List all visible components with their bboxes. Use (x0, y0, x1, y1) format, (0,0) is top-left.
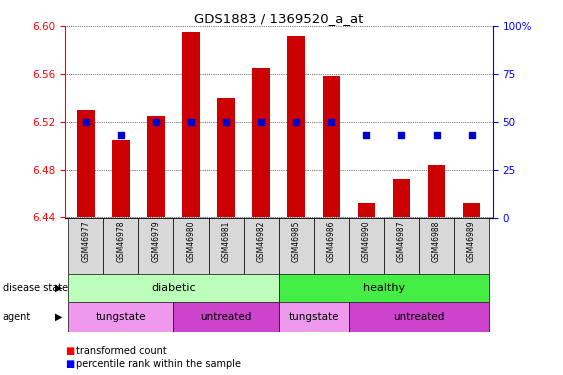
Bar (384, 217, 419, 274)
Text: GSM46985: GSM46985 (292, 220, 301, 262)
Bar (217, 98, 235, 218)
Point (362, 132, 371, 138)
Bar (138, 217, 173, 274)
Text: ■: ■ (65, 346, 74, 355)
Text: GSM46982: GSM46982 (257, 220, 266, 262)
Bar (104, 217, 138, 274)
Point (117, 132, 126, 138)
Bar (244, 217, 279, 274)
Bar (182, 32, 200, 218)
Point (397, 132, 406, 138)
Text: tungstate: tungstate (96, 312, 146, 322)
Point (151, 119, 160, 125)
Bar (173, 217, 208, 274)
Bar (314, 217, 349, 274)
Bar (428, 165, 445, 218)
Text: GSM46990: GSM46990 (362, 220, 371, 262)
Text: GSM46988: GSM46988 (432, 220, 441, 262)
Point (186, 119, 195, 125)
Bar (77, 110, 95, 218)
Point (257, 119, 266, 125)
Bar (68, 302, 173, 332)
Text: diabetic: diabetic (151, 283, 196, 293)
Text: GSM46980: GSM46980 (186, 220, 195, 262)
Point (81, 119, 90, 125)
Bar (147, 116, 165, 218)
Bar (463, 203, 480, 217)
Bar (279, 274, 489, 302)
Text: GSM46986: GSM46986 (327, 220, 336, 262)
Bar (68, 217, 104, 274)
Point (292, 119, 301, 125)
Text: healthy: healthy (363, 283, 405, 293)
Text: GSM46981: GSM46981 (222, 220, 231, 262)
Bar (349, 302, 489, 332)
Text: GSM46978: GSM46978 (117, 220, 126, 262)
Bar (279, 217, 314, 274)
Text: disease state: disease state (3, 283, 68, 293)
Text: tungstate: tungstate (288, 312, 339, 322)
Text: agent: agent (3, 312, 31, 322)
Text: ▶: ▶ (55, 283, 62, 293)
Text: ■: ■ (65, 359, 74, 369)
Bar (392, 179, 410, 218)
Text: untreated: untreated (394, 312, 445, 322)
Bar (208, 217, 244, 274)
Bar (288, 36, 305, 218)
Bar (252, 68, 270, 218)
Text: transformed count: transformed count (76, 346, 167, 355)
Bar (419, 217, 454, 274)
Bar (279, 302, 349, 332)
Bar (68, 274, 279, 302)
Text: GSM46987: GSM46987 (397, 220, 406, 262)
Text: untreated: untreated (200, 312, 252, 322)
Point (467, 132, 476, 138)
Bar (173, 302, 279, 332)
Text: GSM46977: GSM46977 (81, 220, 90, 262)
Bar (454, 217, 489, 274)
Bar (358, 203, 375, 217)
Title: GDS1883 / 1369520_a_at: GDS1883 / 1369520_a_at (194, 12, 363, 25)
Bar (112, 140, 129, 218)
Bar (323, 76, 340, 218)
Text: GSM46979: GSM46979 (151, 220, 160, 262)
Text: percentile rank within the sample: percentile rank within the sample (76, 359, 241, 369)
Bar (349, 217, 384, 274)
Point (432, 132, 441, 138)
Point (222, 119, 231, 125)
Text: ▶: ▶ (55, 312, 62, 322)
Point (327, 119, 336, 125)
Text: GSM46989: GSM46989 (467, 220, 476, 262)
